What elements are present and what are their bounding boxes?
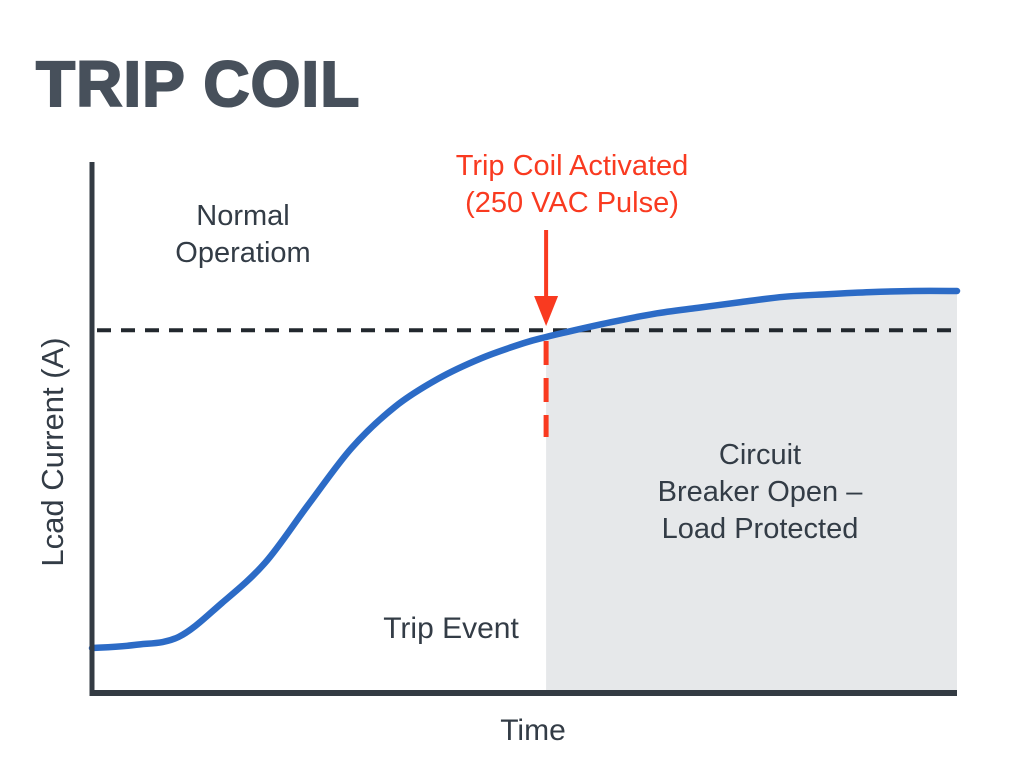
- circuit-breaker-open-label: Circuit Breaker Open – Load Protected: [657, 439, 863, 545]
- load-current-curve: [88, 287, 961, 652]
- normal-operation-label: Normal Operatiom: [175, 200, 311, 269]
- x-axis-title: Time: [500, 714, 566, 747]
- trip-event-label: Trip Event: [383, 612, 519, 645]
- trip-arrow-head-icon: [534, 296, 559, 326]
- trip-coil-activated-label: Trip Coil Activated (250 VAC Pulse): [455, 150, 689, 219]
- page-title: TRIP COIL: [35, 48, 361, 120]
- breaker-open-shaded-region: [546, 290, 957, 692]
- y-axis-title: Lcad Current (A): [35, 337, 70, 567]
